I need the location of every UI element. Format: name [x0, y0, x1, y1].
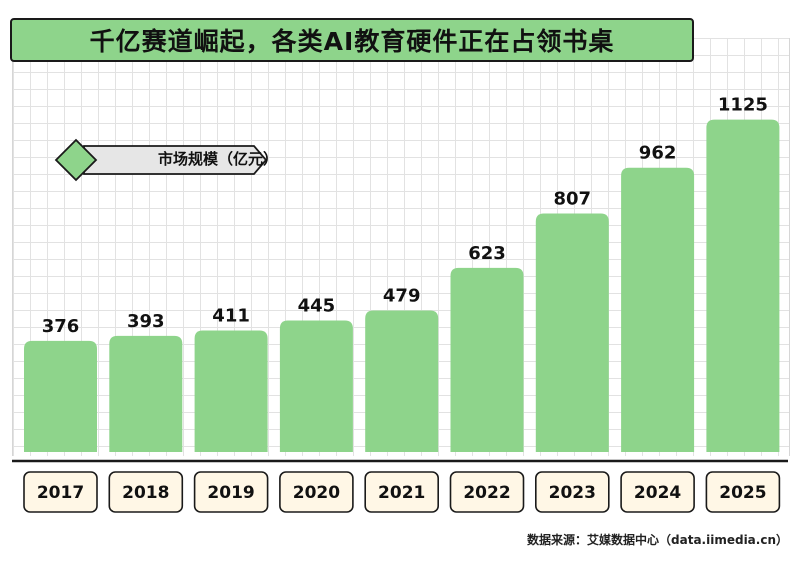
bar-2020 — [279, 320, 353, 452]
value-label-2025: 1125 — [718, 95, 768, 116]
legend-label: 市场规模（亿元） — [158, 150, 279, 168]
x-tick-2019: 2019 — [193, 471, 269, 513]
x-tick-2024: 2024 — [620, 471, 695, 513]
value-label-2021: 479 — [383, 285, 421, 306]
value-label-2019: 411 — [212, 306, 250, 327]
value-label-2018: 393 — [127, 311, 165, 332]
bar-2021 — [365, 310, 439, 452]
x-tick-label-2025: 2025 — [719, 483, 766, 503]
value-label-2023: 807 — [554, 189, 592, 210]
bar-2018 — [109, 335, 183, 452]
x-tick-2017: 2017 — [23, 471, 98, 513]
x-tick-2018: 2018 — [108, 471, 184, 513]
x-tick-label-2023: 2023 — [549, 483, 596, 503]
x-tick-label-2022: 2022 — [463, 483, 510, 503]
bar-2023 — [535, 213, 609, 452]
value-label-2020: 445 — [298, 296, 336, 317]
x-tick-label-2024: 2024 — [634, 483, 681, 503]
x-tick-2021: 2021 — [364, 471, 440, 513]
x-tick-label-2020: 2020 — [293, 483, 340, 503]
x-tick-2022: 2022 — [449, 471, 525, 513]
x-tick-2025: 2025 — [705, 471, 781, 513]
x-tick-label-2021: 2021 — [378, 483, 425, 503]
x-tick-2020: 2020 — [279, 471, 354, 513]
x-tick-label-2017: 2017 — [37, 483, 84, 503]
legend: 市场规模（亿元） — [54, 136, 278, 184]
source-note: 数据来源：艾媒数据中心（data.iimedia.cn） — [527, 533, 788, 547]
bar-2022 — [450, 267, 524, 452]
value-label-2024: 962 — [639, 143, 677, 164]
chart-title: 千亿赛道崛起，各类AI教育硬件正在占领书桌 — [10, 18, 694, 62]
legend-arrow — [54, 138, 268, 182]
bar-2019 — [194, 330, 268, 452]
x-tick-label-2018: 2018 — [122, 483, 169, 503]
bar-2017 — [24, 340, 97, 452]
x-tick-label-2019: 2019 — [207, 483, 254, 503]
bar-2024 — [621, 167, 695, 452]
value-label-2022: 623 — [468, 243, 506, 264]
bar-2025 — [706, 119, 780, 452]
legend-swatch — [54, 138, 98, 182]
value-label-2017: 376 — [42, 316, 80, 337]
x-tick-2023: 2023 — [534, 471, 610, 513]
